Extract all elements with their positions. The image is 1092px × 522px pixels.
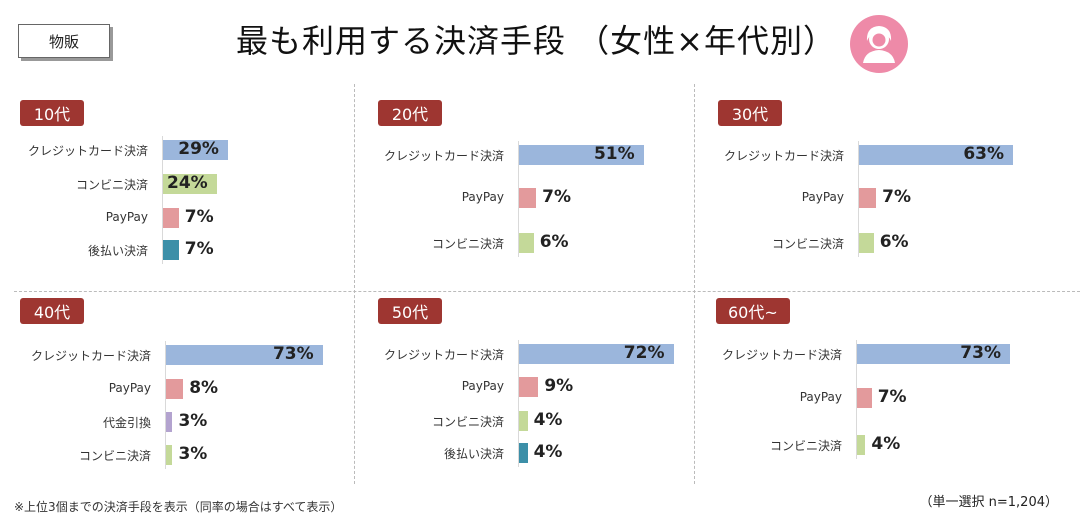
data-label: 51%	[593, 144, 635, 164]
chart-axis-line	[162, 136, 163, 264]
data-label: 7%	[882, 187, 912, 207]
bar	[519, 233, 534, 253]
bar	[163, 140, 229, 160]
category-label: コンビニ決済	[769, 439, 842, 453]
chart-panel-5: 60代~ クレジットカード決済 73% PayPay 7% コンビニ決済 4%	[716, 298, 1046, 483]
data-label: 29%	[178, 139, 219, 159]
category-label: クレジットカード決済	[383, 348, 504, 362]
category-label: コンビニ決済	[431, 237, 504, 251]
data-label: 7%	[184, 207, 214, 227]
grid-divider-vertical-2	[694, 84, 695, 484]
chart-axis-line	[856, 340, 857, 459]
category-label: コンビニ決済	[75, 178, 148, 192]
data-label: 4%	[533, 410, 563, 430]
category-label: 後払い決済	[443, 447, 504, 461]
bar	[519, 344, 674, 364]
chart-axis-line	[518, 340, 519, 467]
data-label: 3%	[178, 411, 208, 431]
chart-panel-0: 10代クレジットカード決済 29% コンビニ決済 24% PayPay 7% 後払い決済 7%	[20, 100, 350, 285]
grid-divider-horizontal	[14, 291, 1080, 292]
woman-avatar-icon	[850, 15, 908, 73]
bar	[519, 411, 528, 431]
bar	[857, 388, 872, 408]
data-label: 4%	[871, 434, 901, 454]
chart-axis-line	[165, 341, 166, 469]
chart-panel-3: 40代クレジットカード決済 73% PayPay 8% 代金引換 3% コンビニ決済 3%	[20, 298, 350, 483]
chart-panel-2: 30代クレジットカード決済 63% PayPay 7% コンビニ決済 6%	[718, 100, 1048, 285]
bar	[519, 443, 528, 463]
category-label: PayPay	[461, 379, 504, 393]
age-group-badge: 40代	[20, 298, 84, 324]
bar	[163, 174, 217, 194]
chart-panel-4: 50代クレジットカード決済 72% PayPay 9% コンビニ決済 4% 後払い決済 4%	[378, 298, 708, 483]
sample-size-note: （単一選択 n=1,204）	[919, 495, 1058, 510]
age-group-badge: 10代	[20, 100, 84, 126]
category-label: クレジットカード決済	[30, 349, 151, 363]
category-label: PayPay	[108, 381, 151, 395]
bar	[163, 240, 179, 260]
category-label: PayPay	[801, 190, 844, 204]
data-label: 9%	[544, 376, 574, 396]
category-label: コンビニ決済	[431, 415, 504, 429]
data-label: 7%	[542, 187, 572, 207]
data-label: 7%	[877, 387, 907, 407]
age-group-badge: 30代	[718, 100, 782, 126]
category-label: 代金引換	[102, 416, 151, 430]
bar	[519, 145, 644, 165]
bar	[857, 435, 866, 455]
data-label: 24%	[167, 173, 208, 193]
data-label: 73%	[272, 344, 314, 364]
page-title: 最も利用する決済手段 （女性×年代別）	[236, 22, 836, 60]
data-label: 73%	[960, 343, 1001, 363]
category-label: PayPay	[105, 210, 148, 224]
chart-axis-line	[858, 141, 859, 257]
category-label: PayPay	[461, 190, 504, 204]
grid-divider-vertical-1	[354, 84, 355, 484]
bar	[166, 412, 173, 432]
data-label: 72%	[623, 343, 665, 363]
footnote: ※上位3個までの決済手段を表示（同率の場合はすべて表示）	[14, 500, 343, 514]
data-label: 4%	[533, 442, 563, 462]
chart-axis-line	[518, 141, 519, 257]
bar	[859, 233, 874, 253]
category-label: コンビニ決済	[771, 237, 844, 251]
category-label: クレジットカード決済	[721, 348, 842, 362]
category-label: コンビニ決済	[78, 449, 151, 463]
bar	[857, 344, 1011, 364]
age-group-badge: 20代	[378, 100, 442, 126]
bar	[166, 379, 184, 399]
age-group-badge: 50代	[378, 298, 442, 324]
chart-panel-1: 20代クレジットカード決済 51% PayPay 7% コンビニ決済 6%	[378, 100, 708, 285]
bar	[859, 145, 1014, 165]
category-label: クレジットカード決済	[383, 149, 504, 163]
bar	[166, 345, 323, 365]
bar	[859, 188, 877, 208]
age-group-badge: 60代~	[716, 298, 790, 324]
bar	[519, 377, 539, 397]
data-label: 6%	[879, 232, 909, 252]
bar	[166, 445, 173, 465]
bar	[519, 188, 537, 208]
category-label: 後払い決済	[87, 244, 148, 258]
data-label: 8%	[189, 378, 219, 398]
category-label: クレジットカード決済	[723, 149, 844, 163]
data-label: 3%	[178, 444, 208, 464]
data-label: 63%	[963, 144, 1005, 164]
category-label: PayPay	[799, 390, 842, 404]
category-label: クレジットカード決済	[27, 144, 148, 158]
category-tag: 物販	[18, 24, 110, 58]
data-label: 6%	[539, 232, 569, 252]
bar	[163, 208, 179, 228]
data-label: 7%	[184, 239, 214, 259]
